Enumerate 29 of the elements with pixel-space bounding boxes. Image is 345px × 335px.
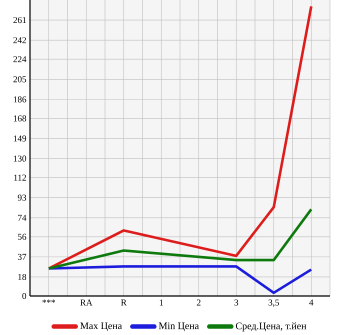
line-series	[47, 5, 313, 270]
y-tick-label: 0	[22, 292, 26, 300]
legend-label: Min Цена	[158, 322, 199, 332]
x-tick-label: RA	[80, 300, 92, 306]
y-tick-label: 18	[18, 274, 26, 280]
x-tick-label: R	[121, 300, 127, 306]
y-tick-label: 112	[14, 174, 26, 181]
x-tick-label: 4	[309, 300, 314, 306]
y-tick-label: 56	[18, 234, 26, 240]
y-tick-label: 149	[14, 135, 26, 142]
line-series	[47, 265, 313, 294]
y-tick-label: 130	[14, 156, 26, 162]
y-tick-label: 205	[13, 76, 26, 82]
y-tick-label: 74	[18, 214, 26, 221]
y-tick-label: 93	[18, 194, 26, 201]
y-tick-label: 168	[14, 115, 26, 122]
y-tick-label: 261	[13, 17, 26, 24]
x-tick-label: 3	[234, 300, 238, 306]
y-tick-label: 37	[18, 254, 26, 260]
x-tick-label: 2	[196, 300, 200, 306]
y-tick-label: 186	[14, 96, 26, 102]
legend-label: Сред.Цена, т.йен	[236, 322, 306, 332]
line-series	[47, 208, 313, 270]
x-tick-label: ***	[42, 300, 56, 303]
x-tick-label: 3,5	[268, 300, 280, 307]
y-tick-label: 224	[13, 56, 26, 62]
x-tick-label: 1	[160, 300, 163, 306]
legend-label: Max Цена	[80, 322, 122, 332]
y-tick-label: 242	[13, 37, 26, 44]
